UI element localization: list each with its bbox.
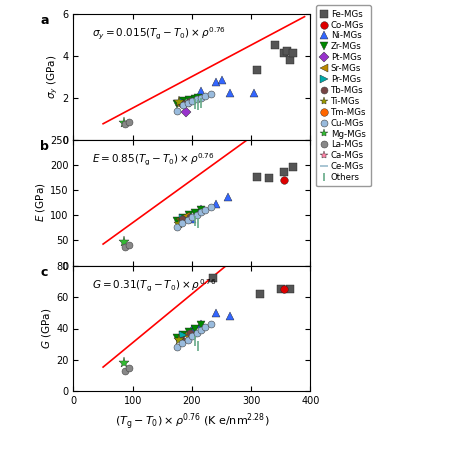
Text: c: c bbox=[40, 266, 48, 279]
Text: $G=0.31(T_\mathrm{g}-T_0)\times\rho^{0.76}$: $G=0.31(T_\mathrm{g}-T_0)\times\rho^{0.7… bbox=[92, 278, 217, 294]
Text: $\sigma_y=0.015(T_\mathrm{g}-T_0)\times\rho^{0.76}$: $\sigma_y=0.015(T_\mathrm{g}-T_0)\times\… bbox=[92, 26, 227, 42]
Y-axis label: $G$ (GPa): $G$ (GPa) bbox=[40, 308, 54, 349]
X-axis label: $(T_\mathrm{g}-T_0)\times\rho^{0.76}$ (K e/nm$^{2.28}$): $(T_\mathrm{g}-T_0)\times\rho^{0.76}$ (K… bbox=[115, 410, 269, 432]
Text: a: a bbox=[40, 14, 49, 27]
Y-axis label: $\sigma_y$ (GPa): $\sigma_y$ (GPa) bbox=[45, 54, 60, 99]
Y-axis label: $E$ (GPa): $E$ (GPa) bbox=[34, 183, 47, 222]
Text: $E=0.85(T_\mathrm{g}-T_0)\times\rho^{0.76}$: $E=0.85(T_\mathrm{g}-T_0)\times\rho^{0.7… bbox=[92, 152, 215, 168]
Text: b: b bbox=[40, 140, 49, 153]
Legend: Fe-MGs, Co-MGs, Ni-MGs, Zr-MGs, Pt-MGs, Sr-MGs, Pr-MGs, Tb-MGs, Ti-MGs, Tm-MGs, : Fe-MGs, Co-MGs, Ni-MGs, Zr-MGs, Pt-MGs, … bbox=[316, 5, 371, 186]
